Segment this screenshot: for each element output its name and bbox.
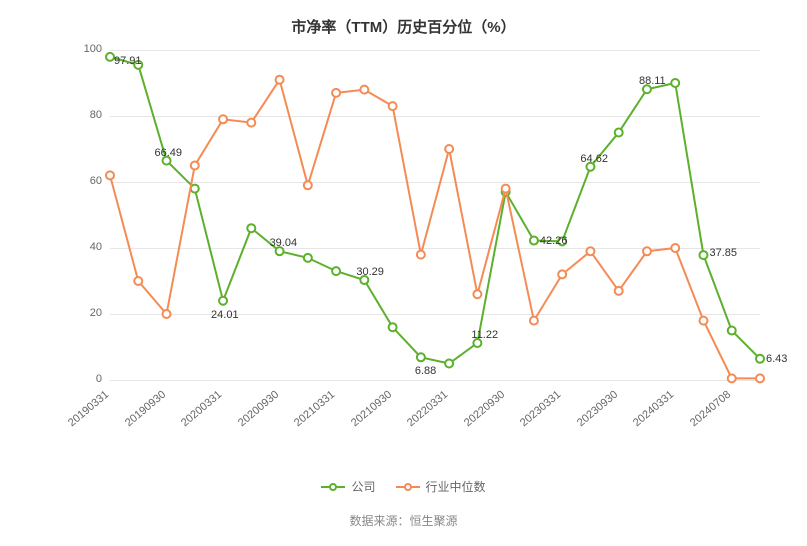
series-marker: [558, 270, 566, 278]
series-marker: [586, 247, 594, 255]
series-marker: [445, 145, 453, 153]
x-axis-label: 20190331: [66, 389, 111, 430]
series-marker: [699, 317, 707, 325]
series-marker: [360, 86, 368, 94]
series-marker: [304, 254, 312, 262]
data-source: 数据来源：恒生聚源: [0, 512, 807, 529]
legend-label: 公司: [351, 478, 375, 495]
gridline: [110, 380, 760, 381]
legend-item[interactable]: 公司: [321, 478, 375, 495]
series-marker: [332, 267, 340, 275]
series-marker: [247, 224, 255, 232]
series-marker: [247, 119, 255, 127]
x-axis-label: 20240708: [688, 389, 733, 430]
x-axis-label: 20200331: [179, 389, 224, 430]
x-axis-label: 20230930: [575, 389, 620, 430]
y-axis-label: 60: [90, 175, 102, 187]
chart-container: 市净率（TTM）历史百分位（%） 02040608010020190331201…: [0, 0, 807, 546]
series-line: [110, 57, 760, 364]
series-marker: [106, 171, 114, 179]
series-marker: [756, 355, 764, 363]
series-marker: [671, 79, 679, 87]
legend-label: 行业中位数: [426, 478, 486, 495]
series-marker: [389, 102, 397, 110]
data-label: 6.43: [766, 353, 787, 365]
y-axis-label: 0: [96, 373, 102, 385]
legend-marker-icon: [396, 481, 420, 493]
series-marker: [332, 89, 340, 97]
series-marker: [445, 360, 453, 368]
series-marker: [276, 76, 284, 84]
series-marker: [417, 251, 425, 259]
series-marker: [699, 251, 707, 259]
chart-svg: [110, 50, 760, 380]
series-marker: [643, 247, 651, 255]
data-label: 11.22: [471, 329, 498, 341]
x-axis-label: 20190930: [123, 389, 168, 430]
data-label: 88.11: [639, 75, 666, 87]
data-label: 37.85: [709, 247, 737, 259]
series-marker: [219, 297, 227, 305]
plot-area: 0204060801002019033120190930202003312020…: [110, 50, 760, 380]
series-marker: [756, 374, 764, 382]
series-marker: [728, 327, 736, 335]
x-axis-label: 20210930: [349, 389, 394, 430]
series-marker: [304, 181, 312, 189]
data-label: 42.26: [540, 235, 568, 247]
y-axis-label: 100: [84, 43, 102, 55]
x-axis-label: 20200930: [236, 389, 281, 430]
series-marker: [615, 129, 623, 137]
series-marker: [106, 53, 114, 61]
series-marker: [219, 115, 227, 123]
series-marker: [615, 287, 623, 295]
series-marker: [502, 185, 510, 193]
legend: 公司 行业中位数: [0, 478, 807, 496]
legend-item[interactable]: 行业中位数: [396, 478, 486, 495]
data-label: 6.88: [415, 365, 436, 377]
y-axis-label: 40: [90, 241, 102, 253]
series-marker: [191, 185, 199, 193]
data-label: 30.29: [356, 266, 384, 278]
series-marker: [417, 353, 425, 361]
series-marker: [473, 290, 481, 298]
series-marker: [389, 323, 397, 331]
data-label: 24.01: [211, 309, 239, 321]
data-label: 97.91: [114, 55, 142, 67]
series-marker: [728, 374, 736, 382]
x-axis-label: 20240331: [631, 389, 676, 430]
x-axis-label: 20210331: [292, 389, 337, 430]
data-label: 64.62: [580, 153, 608, 165]
chart-title: 市净率（TTM）历史百分位（%）: [0, 0, 807, 37]
series-line: [110, 80, 760, 379]
series-marker: [530, 317, 538, 325]
y-axis-label: 80: [90, 109, 102, 121]
data-label: 39.04: [270, 237, 298, 249]
y-axis-label: 20: [90, 307, 102, 319]
series-marker: [671, 244, 679, 252]
x-axis-label: 20220930: [462, 389, 507, 430]
series-marker: [530, 237, 538, 245]
x-axis-label: 20230331: [518, 389, 563, 430]
series-marker: [191, 162, 199, 170]
series-marker: [163, 310, 171, 318]
x-axis-label: 20220331: [405, 389, 450, 430]
legend-marker-icon: [321, 481, 345, 493]
data-label: 66.49: [155, 147, 183, 159]
series-marker: [134, 277, 142, 285]
